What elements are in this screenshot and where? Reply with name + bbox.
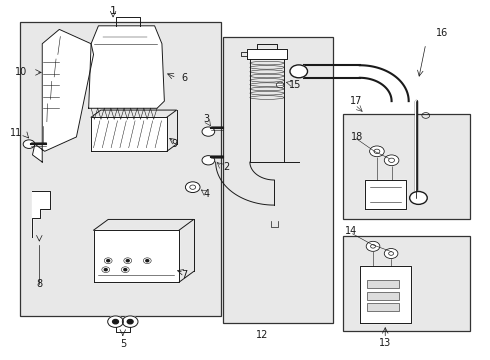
Text: 8: 8 (37, 279, 43, 289)
Circle shape (23, 140, 35, 148)
Circle shape (108, 316, 123, 327)
Circle shape (384, 155, 399, 166)
Text: 13: 13 (379, 338, 392, 348)
Text: 9: 9 (172, 139, 178, 149)
Bar (343, 114, 470, 220)
Text: 6: 6 (181, 73, 188, 83)
Polygon shape (360, 266, 411, 323)
Polygon shape (365, 180, 406, 209)
Circle shape (410, 192, 427, 204)
Text: 16: 16 (436, 28, 448, 38)
Text: 1: 1 (110, 6, 117, 17)
Circle shape (276, 82, 284, 88)
Polygon shape (94, 230, 179, 282)
Circle shape (124, 269, 127, 271)
Circle shape (127, 319, 133, 324)
Circle shape (126, 260, 129, 262)
Circle shape (113, 319, 119, 324)
Bar (343, 235, 470, 330)
Text: 7: 7 (181, 270, 188, 280)
Circle shape (202, 156, 215, 165)
Text: 12: 12 (256, 330, 269, 340)
Bar (20, 22, 221, 316)
Polygon shape (91, 117, 167, 151)
Circle shape (202, 127, 215, 136)
Text: 18: 18 (350, 132, 363, 142)
Text: 3: 3 (203, 114, 209, 124)
Text: 5: 5 (120, 339, 126, 349)
Text: 2: 2 (223, 162, 229, 172)
Circle shape (107, 260, 110, 262)
Bar (367, 280, 399, 288)
Bar (367, 292, 399, 300)
Circle shape (290, 65, 308, 78)
Circle shape (384, 248, 398, 258)
Bar (367, 303, 399, 311)
Text: 10: 10 (15, 67, 27, 77)
Bar (223, 37, 333, 323)
Text: 4: 4 (203, 189, 210, 199)
Circle shape (122, 316, 138, 327)
Text: 14: 14 (345, 226, 357, 236)
Circle shape (146, 260, 149, 262)
Circle shape (366, 241, 380, 251)
Circle shape (185, 182, 200, 193)
Polygon shape (32, 30, 94, 162)
Text: 17: 17 (350, 96, 363, 106)
Polygon shape (89, 26, 164, 108)
Text: 11: 11 (10, 129, 23, 138)
Text: 15: 15 (289, 80, 301, 90)
Polygon shape (32, 191, 49, 237)
Polygon shape (247, 49, 287, 59)
Circle shape (369, 146, 384, 157)
Circle shape (104, 269, 107, 271)
